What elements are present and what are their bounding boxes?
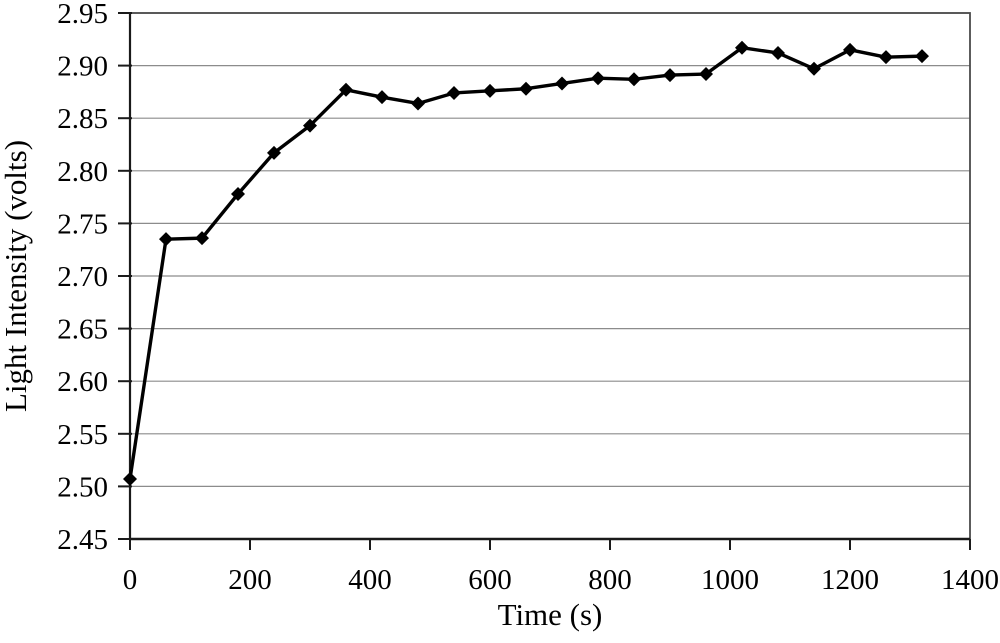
y-axis-title: Light Intensity (volts): [0, 140, 33, 412]
x-tick-label: 600: [468, 564, 512, 596]
data-point-marker: [663, 68, 677, 83]
y-tick-label: 2.55: [57, 419, 108, 451]
x-tick-label: 200: [228, 564, 272, 596]
y-tick-label: 2.45: [57, 524, 108, 556]
x-axis-title: Time (s): [498, 597, 603, 632]
y-axis-tick-labels-group: 2.45 2.50 2.55 2.60 2.65 2.70 2.75 2.80 2.85 2.90…: [57, 0, 108, 556]
x-axis-ticks-group: [129, 539, 971, 550]
y-tick-label: 2.50: [57, 471, 108, 503]
data-point-marker: [699, 67, 713, 82]
data-point-marker: [627, 72, 641, 87]
data-point-marker: [267, 145, 281, 160]
x-tick-label: 800: [588, 564, 632, 596]
y-tick-label: 2.75: [57, 208, 108, 240]
data-point-marker: [519, 81, 533, 96]
gridlines-group: [130, 12, 970, 540]
data-line: [128, 46, 923, 480]
data-point-marker: [375, 90, 389, 105]
data-point-marker: [123, 472, 137, 487]
data-point-marker: [159, 232, 173, 247]
data-point-marker: [843, 42, 857, 57]
data-point-marker: [411, 96, 425, 111]
data-point-marker: [303, 118, 317, 133]
y-tick-label: 2.70: [57, 261, 108, 293]
data-point-marker: [483, 83, 497, 98]
data-point-marker: [591, 71, 605, 86]
y-tick-label: 2.65: [57, 314, 108, 346]
data-point-marker: [771, 45, 785, 60]
x-axis-tick-labels-group: 0 200 400 600 800 1000 1200 1400: [123, 564, 999, 596]
data-series-group: [123, 40, 929, 487]
y-tick-label: 2.95: [57, 0, 108, 30]
x-tick-label: 0: [123, 564, 138, 596]
data-point-marker: [735, 40, 749, 55]
data-point-marker: [447, 85, 461, 100]
y-tick-label: 2.85: [57, 103, 108, 135]
y-tick-label: 2.90: [57, 51, 108, 83]
data-point-marker: [339, 82, 353, 97]
x-tick-label: 1200: [821, 564, 879, 596]
data-point-marker: [555, 76, 569, 91]
data-point-marker: [915, 49, 929, 64]
data-point-marker: [807, 61, 821, 76]
y-tick-label: 2.80: [57, 156, 108, 188]
x-tick-label: 400: [348, 564, 392, 596]
x-tick-label: 1000: [701, 564, 759, 596]
data-point-marker: [879, 50, 893, 65]
x-tick-label: 1400: [941, 564, 999, 596]
data-point-marker: [231, 186, 245, 201]
data-point-marker: [195, 231, 209, 246]
y-tick-label: 2.60: [57, 366, 108, 398]
y-axis-ticks-group: [118, 12, 132, 540]
